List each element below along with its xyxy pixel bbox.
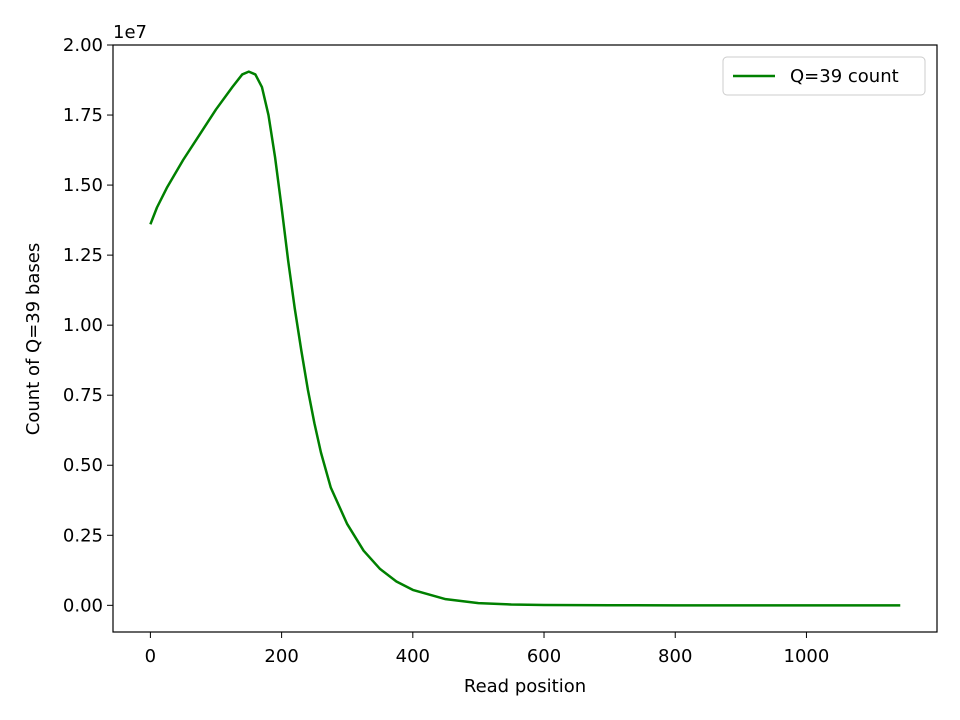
y-axis-label: Count of Q=39 bases [23, 243, 44, 435]
plot-frame [112, 44, 938, 633]
x-tick-label: 600 [527, 646, 561, 667]
x-tick-label: 0 [145, 646, 156, 667]
y-tick-label: 0.00 [63, 595, 103, 616]
data-line [149, 70, 901, 607]
y-tick-label: 1.25 [63, 245, 103, 266]
x-tick-label: 400 [396, 646, 430, 667]
y-tick-label: 0.75 [63, 385, 103, 406]
y-tick-label: 1.50 [63, 175, 103, 196]
y-tick-label: 1.00 [63, 315, 103, 336]
y-tick-label: 0.25 [63, 525, 103, 546]
x-tick-label: 1000 [784, 646, 830, 667]
x-axis-label: Read position [464, 676, 586, 697]
legend-label: Q=39 count [790, 66, 899, 87]
x-tick-label: 800 [658, 646, 692, 667]
x-tick-label: 200 [264, 646, 298, 667]
y-tick-label: 0.50 [63, 455, 103, 476]
y-tick-label: 2.00 [63, 35, 103, 56]
legend-box [722, 56, 926, 96]
y-tick-label: 1.75 [63, 105, 103, 126]
y-offset-label: 1e7 [113, 22, 147, 43]
